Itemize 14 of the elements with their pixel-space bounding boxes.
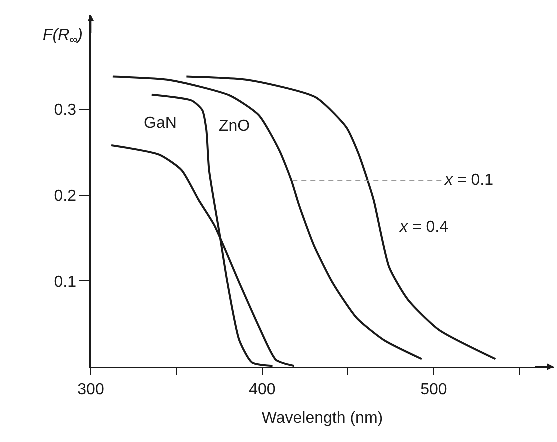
line-series (112, 76, 423, 360)
series-label: ZnO (219, 118, 250, 135)
y-axis-title: F(R$_{∞}$) (43, 27, 83, 46)
x-tick-label: 400 (249, 382, 276, 398)
text: x = 0.1 (444, 172, 494, 189)
line-series (186, 76, 497, 360)
series-label: GaN (144, 115, 177, 132)
y-tick-label: 0.2 (54, 188, 77, 205)
y-tick-label: 0.1 (54, 274, 77, 291)
series-label: x = 0.4 (399, 219, 449, 236)
x-tick-label: 500 (420, 382, 448, 398)
x-tick-label: 300 (78, 382, 104, 398)
x-axis-title: Wavelength (nm) (262, 410, 384, 428)
y-tick-label: 0.3 (54, 102, 77, 120)
